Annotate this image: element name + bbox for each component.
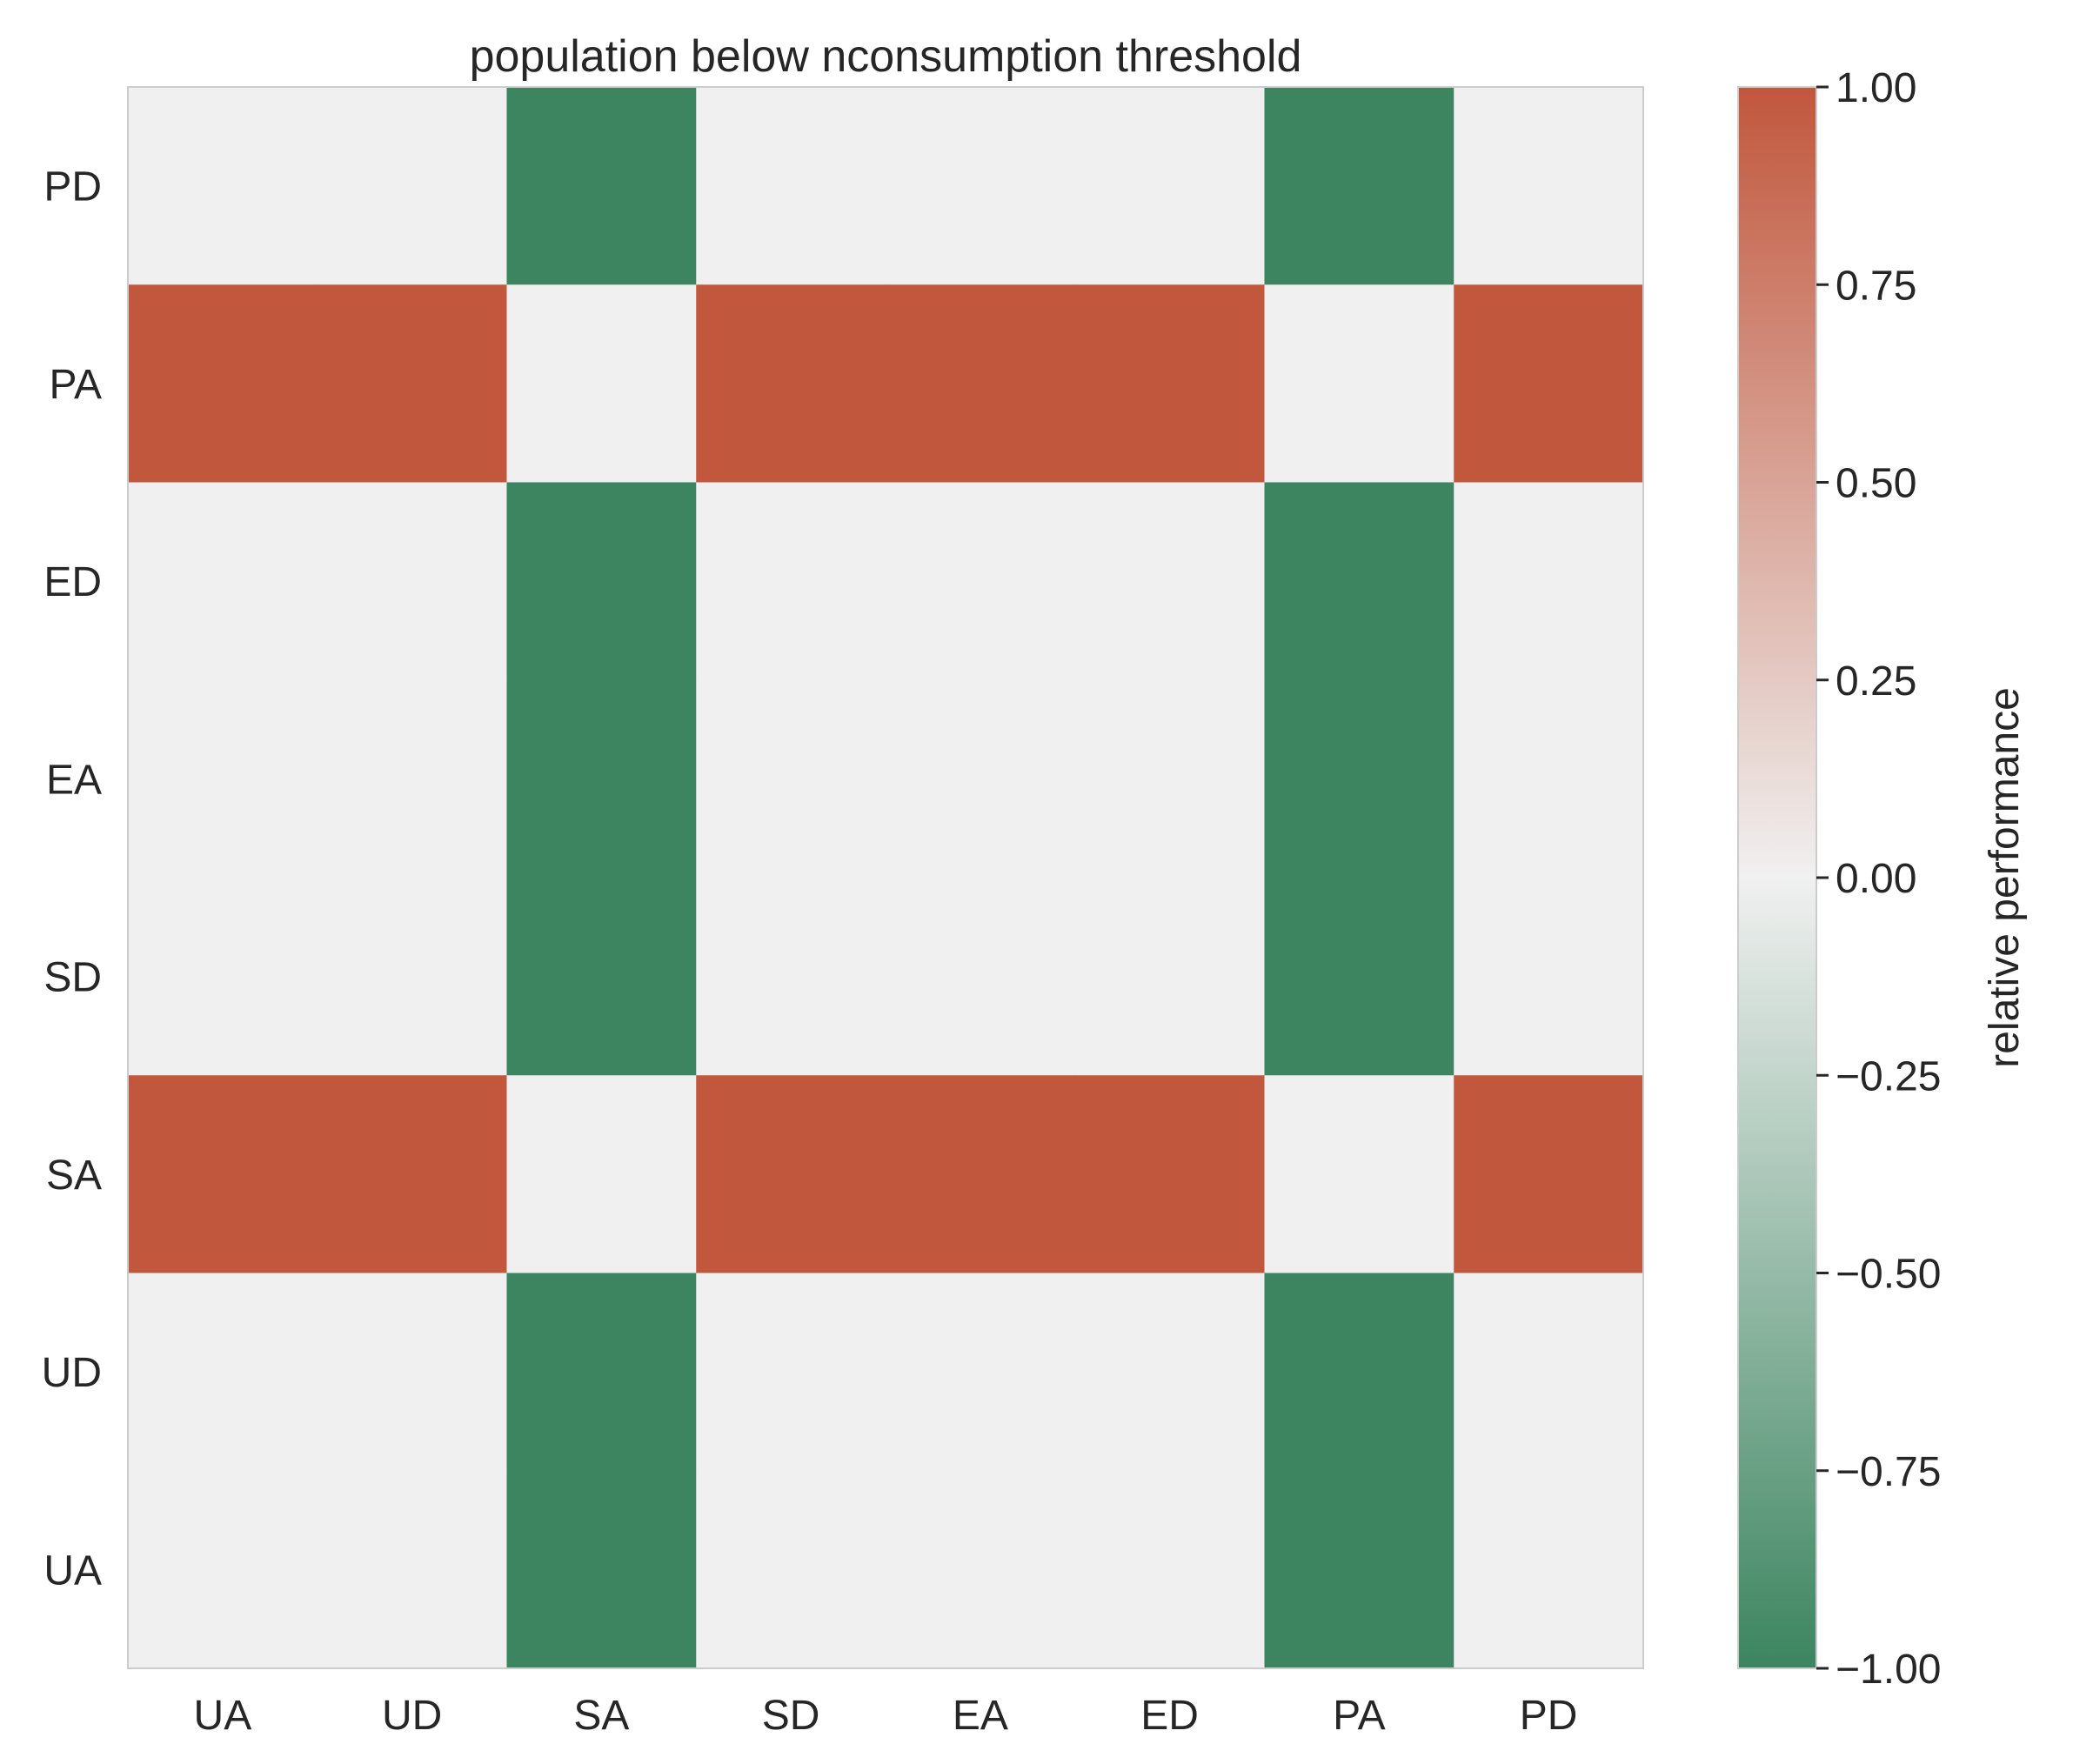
heatmap-cell — [317, 87, 507, 285]
y-tick-label: UA — [43, 1547, 102, 1594]
heatmap-cell — [317, 1075, 507, 1273]
heatmap-cell — [1074, 1470, 1265, 1669]
heatmap-cell — [317, 679, 507, 879]
y-tick-label: UD — [42, 1350, 102, 1396]
x-tick-label: SA — [573, 1693, 629, 1739]
heatmap-cell — [317, 1470, 507, 1669]
colorbar-tick-label: −0.75 — [1836, 1449, 1941, 1495]
heatmap-cell — [696, 284, 886, 483]
heatmap-cell — [696, 878, 886, 1076]
y-tick-label: PA — [50, 362, 102, 408]
heatmap-cell — [317, 1273, 507, 1472]
heatmap-cell — [128, 1470, 318, 1669]
heatmap-cell — [1074, 87, 1265, 285]
heatmap-cell — [1264, 1075, 1454, 1273]
heatmap-cell — [1454, 878, 1644, 1076]
y-tick-label: SD — [43, 955, 102, 1001]
heatmap-cell — [886, 284, 1076, 483]
heatmap-cell — [696, 482, 886, 681]
heatmap-cell — [317, 878, 507, 1076]
colorbar-tick-label: −0.50 — [1836, 1252, 1941, 1298]
heatmap-cell — [1074, 1075, 1265, 1273]
heatmap-cell — [1074, 1273, 1265, 1472]
heatmap-cell — [506, 1470, 697, 1669]
heatmap-cell — [1264, 1470, 1454, 1669]
heatmap-cell — [886, 87, 1076, 285]
plot-frame — [127, 86, 1644, 1669]
y-tick-label: SA — [46, 1153, 102, 1199]
x-axis: UA UD SA SD EA ED PA PD — [194, 1693, 1578, 1739]
heatmap-cell — [506, 284, 697, 483]
heatmap-cell — [1074, 679, 1265, 879]
colorbar-tick-label: 0.50 — [1836, 461, 1916, 507]
heatmap-cell — [1264, 1273, 1454, 1472]
heatmap-cell — [696, 1075, 886, 1273]
chart-title: population below nconsumption threshold — [470, 31, 1302, 82]
heatmap-cell — [696, 1273, 886, 1472]
heatmap-cell — [1264, 482, 1454, 681]
heatmap-cell — [1454, 87, 1644, 285]
heatmap-cell — [506, 482, 697, 681]
heatmap-cell — [886, 1273, 1076, 1472]
y-axis: PD PA ED EA SD SA UD UA — [42, 164, 102, 1594]
heatmap-cell — [1454, 482, 1644, 681]
heatmap-cell — [128, 87, 318, 285]
heatmap-cell — [1454, 1273, 1644, 1472]
colorbar-label: relative performance — [1982, 687, 2028, 1068]
heatmap-cell — [1264, 284, 1454, 483]
colorbar-tick-label: 0.00 — [1836, 856, 1916, 902]
colorbar-axis: 1.00 0.75 0.50 0.25 0.00 −0.25 −0.50 −0.75 −1.00 — [1816, 65, 1941, 1693]
x-tick-label: PA — [1333, 1693, 1385, 1739]
colorbar-tick-label: −1.00 — [1836, 1647, 1941, 1693]
x-tick-label: PD — [1520, 1693, 1578, 1739]
heatmap-cell — [317, 482, 507, 681]
heatmap-cell — [506, 878, 697, 1076]
heatmap-cell — [886, 679, 1076, 879]
heatmap-cells — [128, 87, 1644, 1669]
colorbar — [1737, 86, 1817, 1669]
heatmap-cell — [696, 1470, 886, 1669]
heatmap-cell — [128, 1273, 318, 1472]
heatmap-cell — [1264, 878, 1454, 1076]
heatmap-cell — [1264, 679, 1454, 879]
heatmap-cell — [1074, 878, 1265, 1076]
heatmap-cell — [696, 87, 886, 285]
x-tick-label: SD — [762, 1693, 820, 1739]
heatmap-cell — [1074, 482, 1265, 681]
x-tick-label: EA — [953, 1693, 1008, 1739]
colorbar-tick-label: 0.75 — [1836, 263, 1916, 309]
x-tick-label: UD — [382, 1693, 442, 1739]
colorbar-tick-label: 0.25 — [1836, 658, 1916, 705]
heatmap-cell — [886, 482, 1076, 681]
heatmap-cell — [128, 878, 318, 1076]
heatmap-cell — [886, 878, 1076, 1076]
colorbar-tick-label: 1.00 — [1836, 65, 1916, 111]
heatmap-cell — [886, 1075, 1076, 1273]
heatmap-cell — [886, 1470, 1076, 1669]
heatmap-cell — [128, 1075, 318, 1273]
heatmap-cell — [506, 1273, 697, 1472]
heatmap-cell — [128, 679, 318, 879]
heatmap-cell — [317, 284, 507, 483]
heatmap-cell — [506, 87, 697, 285]
heatmap-cell — [1264, 87, 1454, 285]
heatmap-cell — [1454, 1470, 1644, 1669]
y-tick-label: EA — [46, 757, 102, 803]
colorbar-tick-label: −0.25 — [1836, 1053, 1941, 1099]
heatmap-cell — [1074, 284, 1265, 483]
heatmap-cell — [1454, 1075, 1644, 1273]
heatmap-cell — [506, 679, 697, 879]
heatmap-cell — [128, 482, 318, 681]
x-tick-label: UA — [194, 1693, 252, 1739]
y-tick-label: PD — [43, 164, 102, 210]
heatmap-cell — [506, 1075, 697, 1273]
x-tick-label: ED — [1140, 1693, 1199, 1739]
heatmap-cell — [1454, 284, 1644, 483]
heatmap-cell — [128, 284, 318, 483]
heatmap-cell — [696, 679, 886, 879]
heatmap-cell — [1454, 679, 1644, 879]
y-tick-label: ED — [43, 559, 102, 605]
